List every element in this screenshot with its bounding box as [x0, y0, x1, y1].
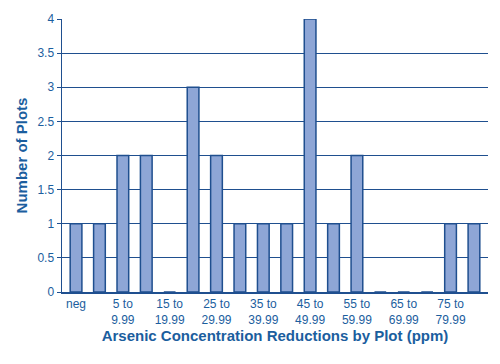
svg-text:1: 1 — [47, 217, 54, 231]
svg-text:65 to69.99: 65 to69.99 — [389, 297, 419, 327]
svg-text:neg: neg — [66, 297, 86, 311]
svg-text:0.5: 0.5 — [37, 251, 54, 265]
svg-text:2: 2 — [47, 149, 54, 163]
svg-text:3.5: 3.5 — [37, 46, 54, 60]
svg-text:1.5: 1.5 — [37, 183, 54, 197]
svg-text:Arsenic Concentration Reductio: Arsenic Concentration Reductions by Plot… — [102, 327, 449, 344]
svg-text:2.5: 2.5 — [37, 115, 54, 129]
svg-text:15 to19.99: 15 to19.99 — [155, 297, 185, 327]
svg-text:55 to59.99: 55 to59.99 — [342, 297, 372, 327]
svg-text:5 to9.99: 5 to9.99 — [111, 297, 135, 327]
svg-text:4: 4 — [47, 12, 54, 26]
svg-text:75 to79.99: 75 to79.99 — [436, 297, 466, 327]
svg-text:Number of Plots: Number of Plots — [13, 98, 30, 214]
svg-text:25 to29.99: 25 to29.99 — [201, 297, 231, 327]
svg-text:0: 0 — [47, 285, 54, 299]
svg-text:45 to49.99: 45 to49.99 — [295, 297, 325, 327]
svg-text:35 to39.99: 35 to39.99 — [248, 297, 278, 327]
svg-text:3: 3 — [47, 80, 54, 94]
